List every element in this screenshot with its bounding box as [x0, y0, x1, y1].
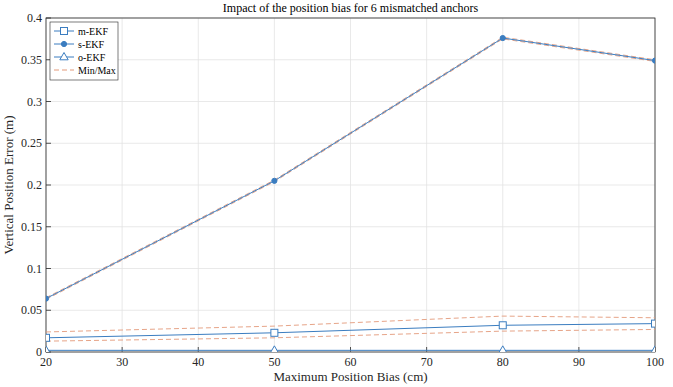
y-grid-line: [46, 59, 655, 60]
y-tick-label: 0.15: [21, 220, 42, 234]
point: [270, 346, 278, 352]
y-tick: [46, 310, 51, 311]
y-tick: [46, 143, 51, 144]
y-tick: [46, 185, 51, 186]
y-grid-line: [46, 185, 655, 186]
x-tick: [122, 347, 123, 352]
series-line: [46, 37, 655, 298]
plot-area: [46, 18, 655, 352]
y-tick: [46, 268, 51, 269]
series-line: [46, 39, 655, 300]
legend-marker: [61, 28, 68, 35]
legend-box: [50, 22, 118, 80]
y-grid-line: [46, 143, 655, 144]
legend-label: m-EKF: [78, 26, 108, 37]
legend: m-EKF s-EKF o-EKF Min/Max: [50, 22, 118, 80]
x-tick-label: 100: [646, 355, 664, 369]
x-axis-label: Maximum Position Bias (cm): [273, 369, 427, 384]
point: [500, 35, 505, 40]
legend-label: Min/Max: [78, 65, 116, 76]
y-tick: [46, 226, 51, 227]
y-tick-label: 0.05: [21, 303, 42, 317]
legend-marker: [61, 41, 66, 46]
y-tick-label: 0.4: [27, 11, 42, 25]
legend-label: o-EKF: [78, 52, 106, 63]
point: [272, 178, 277, 183]
point: [499, 346, 507, 352]
point: [46, 334, 50, 341]
point: [652, 320, 656, 327]
y-grid-line: [46, 310, 655, 311]
x-tick-label: 90: [573, 355, 585, 369]
y-tick-label: 0.3: [27, 95, 42, 109]
plot-marks: [46, 35, 655, 352]
point: [271, 329, 278, 336]
x-tick-label: 50: [268, 355, 280, 369]
y-grid-line: [46, 226, 655, 227]
x-tick-label: 60: [345, 355, 357, 369]
series-line: [46, 329, 655, 341]
y-tick-label: 0.35: [21, 53, 42, 67]
x-tick-label: 80: [497, 355, 509, 369]
y-tick-label: 0: [36, 345, 42, 359]
legend-swatch: [54, 70, 74, 71]
plot-frame: [46, 18, 655, 352]
y-axis-label: Vertical Position Error (m): [1, 116, 16, 255]
point: [46, 346, 50, 352]
point: [499, 322, 506, 329]
series-line: [46, 324, 655, 338]
title: Impact of the position bias for 6 mismat…: [223, 1, 479, 15]
legend-marker: [60, 53, 68, 60]
y-tick: [46, 101, 51, 102]
series-line: [46, 316, 655, 332]
y-grid-line: [46, 101, 655, 102]
x-tick-label: 30: [116, 355, 128, 369]
y-tick-label: 0.25: [21, 136, 42, 150]
x-tick-label: 70: [421, 355, 433, 369]
x-tick: [578, 347, 579, 352]
point: [651, 346, 655, 352]
x-tick: [198, 347, 199, 352]
legend-label: s-EKF: [78, 39, 105, 50]
y-tick-label: 0.1: [27, 262, 42, 276]
series-line: [46, 350, 655, 351]
chart: 203040506070809010000.050.10.150.20.250.…: [0, 0, 673, 387]
point: [652, 58, 655, 63]
x-tick: [350, 347, 351, 352]
series-line: [46, 38, 655, 299]
x-tick: [426, 347, 427, 352]
point: [46, 296, 49, 301]
x-tick-label: 40: [192, 355, 204, 369]
y-grid-line: [46, 268, 655, 269]
y-tick-label: 0.2: [27, 178, 42, 192]
